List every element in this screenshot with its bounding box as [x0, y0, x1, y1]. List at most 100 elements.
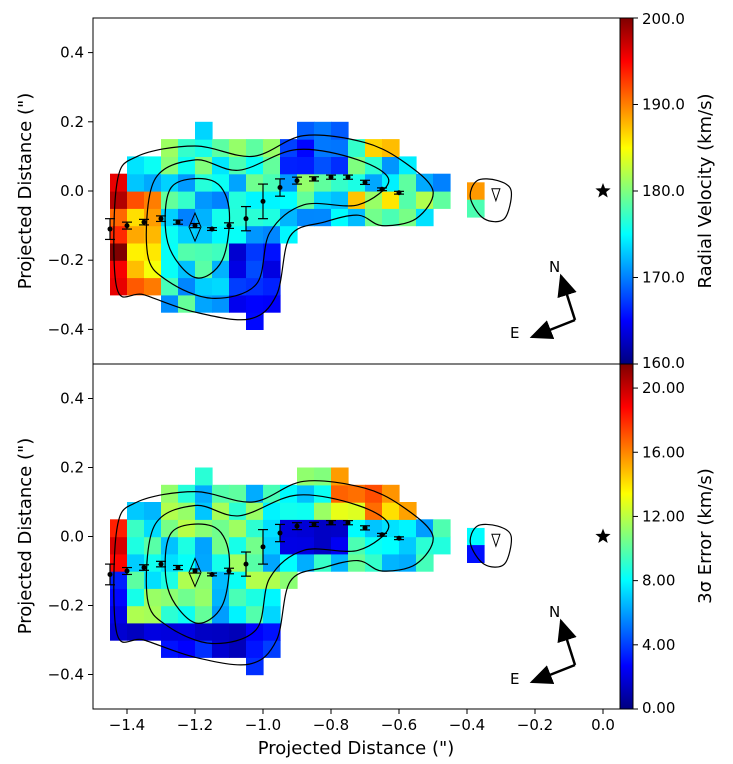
- y-tick-label: −0.2: [48, 597, 84, 615]
- error-pixel: [127, 502, 145, 520]
- error-pixel: [144, 502, 162, 520]
- velocity-pixel: [331, 156, 349, 175]
- centroid-point: [192, 223, 198, 229]
- x-tick-label: −0.6: [381, 716, 417, 734]
- error-pixel: [280, 553, 298, 572]
- velocity-pixel: [229, 139, 247, 157]
- velocity-pixel: [195, 208, 213, 227]
- error-pixel: [382, 484, 400, 503]
- centroid-point: [328, 174, 334, 180]
- error-pixel: [246, 657, 264, 676]
- velocity-pixel: [280, 208, 298, 227]
- error-pixel: [382, 553, 400, 572]
- error-pixel: [331, 467, 349, 486]
- x-tick-label: −1.0: [245, 716, 281, 734]
- velocity-pixel: [127, 173, 145, 192]
- error-pixel: [195, 467, 213, 486]
- error-pixel: [127, 553, 145, 572]
- error-pixel: [399, 536, 417, 555]
- x-tick-label: −0.4: [449, 716, 485, 734]
- bottom-panel: N E −0.4 −0.2 0.0 0.2 0.4 −1.4 −1.2 −1.0 −0.8 −0…: [15, 363, 716, 759]
- error-pixel: [144, 622, 162, 641]
- star-marker: [595, 528, 611, 543]
- velocity-pixel: [399, 191, 417, 209]
- error-pixel: [246, 553, 264, 572]
- centroid-point: [243, 216, 249, 222]
- error-pixel: [195, 588, 213, 607]
- centroid-point: [141, 565, 147, 571]
- velocity-pixel: [229, 225, 247, 244]
- error-pixel: [161, 571, 179, 589]
- velocity-pixel: [178, 191, 196, 209]
- error-pixel: [161, 519, 179, 538]
- error-pixel: [246, 640, 264, 658]
- velocity-pixel: [212, 242, 230, 261]
- bottom-x-axis-label: Projected Distance ("): [258, 738, 455, 759]
- velocity-pixel: [178, 139, 196, 157]
- velocity-pixel: [127, 242, 145, 261]
- velocity-pixel: [110, 208, 128, 227]
- error-pixel: [263, 588, 281, 607]
- error-pixel: [212, 588, 230, 607]
- centroid-point: [158, 216, 164, 222]
- centroid-point: [175, 565, 181, 571]
- velocity-pixel: [178, 173, 196, 192]
- bottom-east-label: E: [510, 670, 519, 688]
- contour-line: [164, 523, 231, 624]
- error-pixel: [212, 640, 230, 658]
- top-colorbar-label: Radial Velocity (km/s): [695, 93, 716, 288]
- error-pixel: [127, 571, 145, 589]
- star-marker: [595, 183, 611, 198]
- error-pixel: [110, 519, 128, 538]
- centroid-point: [277, 530, 283, 536]
- error-pixel: [365, 536, 383, 555]
- velocity-pixel: [195, 191, 213, 209]
- colorbar-tick-label: 0.00: [642, 699, 675, 717]
- error-pixel: [212, 519, 230, 538]
- bottom-y-axis-label: Projected Distance ("): [15, 438, 36, 635]
- error-pixel: [331, 519, 349, 538]
- error-pixel: [314, 484, 332, 503]
- error-pixel: [127, 622, 145, 641]
- top-y-axis-label: Projected Distance ("): [15, 93, 36, 290]
- velocity-pixel: [178, 156, 196, 175]
- error-pixel: [127, 519, 145, 538]
- error-pixel: [161, 502, 179, 520]
- centroid-point: [226, 568, 232, 574]
- colorbar-tick-label: 200.0: [642, 10, 685, 28]
- colorbar-tick-label: 8.00: [642, 572, 675, 590]
- velocity-pixel: [280, 191, 298, 209]
- centroid-point: [294, 178, 300, 184]
- top-star-marker: [595, 183, 611, 198]
- velocity-pixel: [263, 260, 281, 279]
- contour-line: [188, 211, 202, 243]
- velocity-pixel: [161, 173, 179, 192]
- velocity-pixel: [212, 191, 230, 209]
- centroid-point: [362, 525, 368, 531]
- y-tick-label: 0.4: [60, 44, 84, 62]
- velocity-pixel: [280, 225, 298, 244]
- top-y-ticks: −0.4 −0.2 0.0 0.2 0.4: [48, 44, 93, 338]
- velocity-pixel: [110, 242, 128, 261]
- error-pixel: [195, 640, 213, 658]
- velocity-pixel: [297, 208, 315, 227]
- error-pixel: [331, 484, 349, 503]
- error-pixel: [314, 536, 332, 555]
- velocity-pixel: [127, 277, 145, 296]
- velocity-pixel: [229, 208, 247, 227]
- velocity-pixel: [382, 139, 400, 157]
- velocity-pixel: [161, 242, 179, 261]
- velocity-pixel: [280, 139, 298, 157]
- error-pixel: [178, 536, 196, 555]
- error-pixel: [348, 484, 366, 503]
- error-pixel: [365, 553, 383, 572]
- velocity-pixel: [246, 312, 264, 330]
- velocity-pixel: [110, 277, 128, 296]
- error-pixel: [212, 484, 230, 503]
- error-pixel: [297, 519, 315, 538]
- error-pixel: [280, 502, 298, 520]
- velocity-pixel: [229, 156, 247, 175]
- velocity-pixel: [195, 277, 213, 296]
- velocity-pixel: [195, 294, 213, 313]
- centroid-point: [226, 223, 232, 229]
